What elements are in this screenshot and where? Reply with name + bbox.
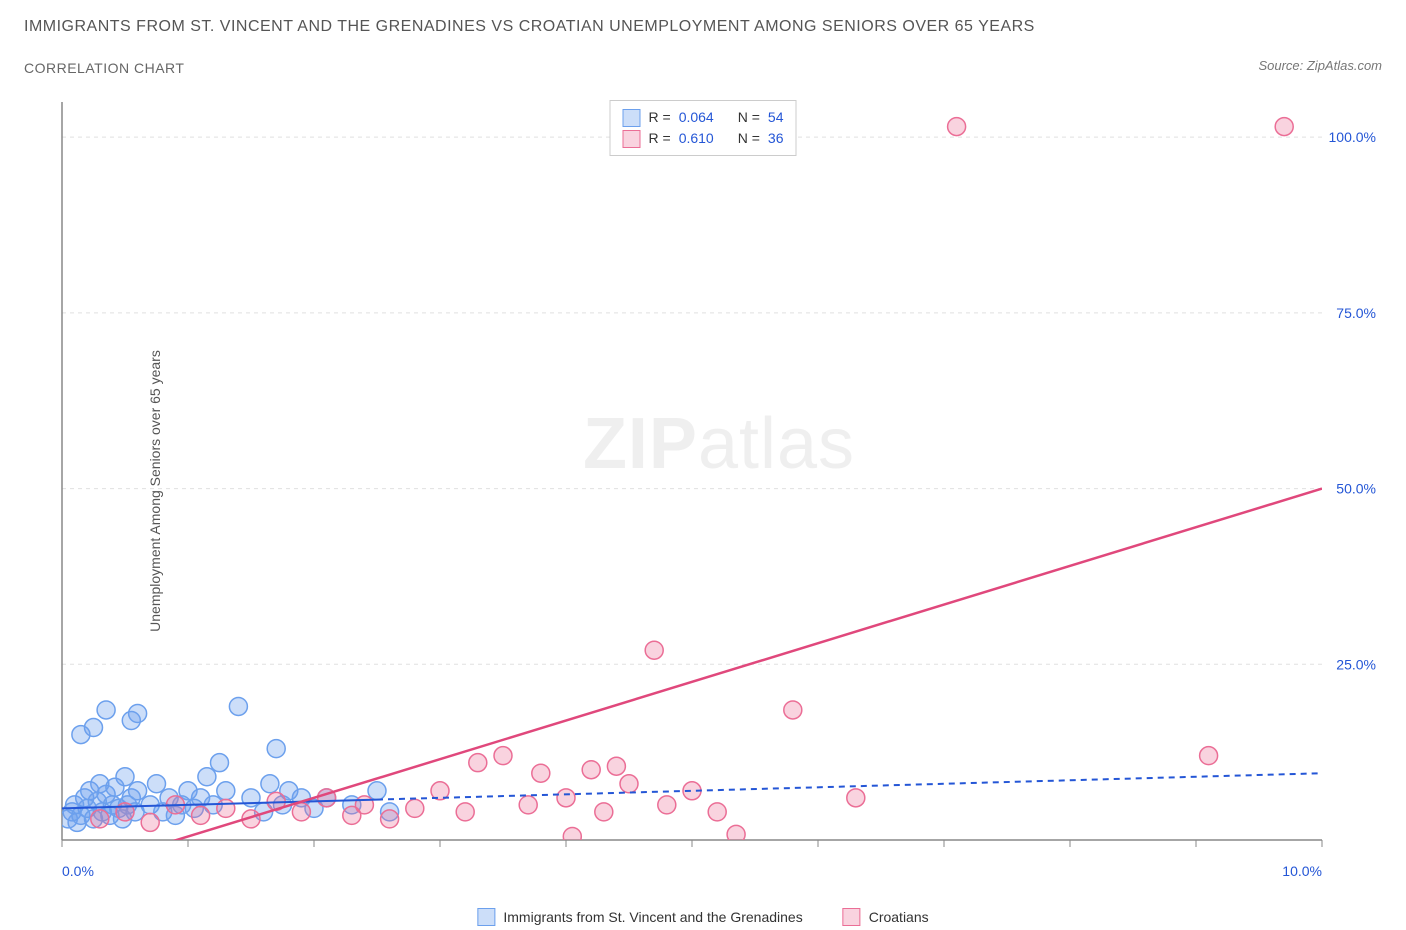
x-tick-label: 10.0% [1282, 863, 1322, 879]
n-value: 36 [768, 128, 784, 149]
r-label: R = [649, 107, 671, 128]
legend-item: Immigrants from St. Vincent and the Gren… [477, 908, 802, 926]
n-label: N = [738, 107, 760, 128]
data-point [582, 761, 600, 779]
data-point [1200, 747, 1218, 765]
data-point [381, 810, 399, 828]
n-value: 54 [768, 107, 784, 128]
data-point [658, 796, 676, 814]
data-point [784, 701, 802, 719]
chart-title: IMMIGRANTS FROM ST. VINCENT AND THE GREN… [24, 18, 1035, 36]
data-point [292, 803, 310, 821]
data-point [141, 813, 159, 831]
data-point [406, 799, 424, 817]
stats-legend-row: R = 0.064 N = 54 [623, 107, 784, 128]
data-point [217, 782, 235, 800]
scatter-chart: 25.0% 50.0% 75.0% 100.0% 0.0% 10.0% [56, 96, 1382, 886]
legend-swatch [477, 908, 495, 926]
data-point [211, 754, 229, 772]
x-tick-label: 0.0% [62, 863, 94, 879]
data-point [217, 799, 235, 817]
y-axis-label: Unemployment Among Seniors over 65 years [147, 350, 163, 632]
source-attribution: Source: ZipAtlas.com [1258, 58, 1382, 73]
bottom-legend: Immigrants from St. Vincent and the Gren… [477, 908, 928, 926]
data-point [91, 810, 109, 828]
data-point [494, 747, 512, 765]
chart-subtitle: CORRELATION CHART [24, 60, 184, 76]
legend-label: Croatians [869, 909, 929, 925]
legend-item: Croatians [843, 908, 929, 926]
data-point [1275, 118, 1293, 136]
stats-legend: R = 0.064 N = 54 R = 0.610 N = 36 [610, 100, 797, 156]
data-point [595, 803, 613, 821]
y-tick-label: 100.0% [1329, 129, 1376, 145]
data-point [229, 697, 247, 715]
data-point [847, 789, 865, 807]
data-point [267, 740, 285, 758]
legend-swatch [843, 908, 861, 926]
r-value: 0.610 [679, 128, 714, 149]
data-point [645, 641, 663, 659]
data-point [129, 704, 147, 722]
data-point [708, 803, 726, 821]
y-tick-label: 25.0% [1336, 656, 1376, 672]
data-point [532, 764, 550, 782]
data-point [469, 754, 487, 772]
data-point [456, 803, 474, 821]
data-point [948, 118, 966, 136]
data-point [192, 806, 210, 824]
legend-swatch [623, 109, 641, 127]
n-label: N = [738, 128, 760, 149]
r-value: 0.064 [679, 107, 714, 128]
data-point [148, 775, 166, 793]
data-point [620, 775, 638, 793]
data-point [355, 796, 373, 814]
legend-label: Immigrants from St. Vincent and the Gren… [503, 909, 802, 925]
y-tick-label: 50.0% [1336, 481, 1376, 497]
data-point [368, 782, 386, 800]
data-point [116, 768, 134, 786]
chart-container: Unemployment Among Seniors over 65 years… [56, 96, 1382, 886]
data-point [97, 701, 115, 719]
data-point [85, 719, 103, 737]
data-point [198, 768, 216, 786]
trend-line [62, 489, 1322, 876]
data-point [557, 789, 575, 807]
r-label: R = [649, 128, 671, 149]
data-point [129, 782, 147, 800]
data-point [607, 757, 625, 775]
data-point [261, 775, 279, 793]
y-tick-label: 75.0% [1336, 305, 1376, 321]
data-point [519, 796, 537, 814]
legend-swatch [623, 130, 641, 148]
stats-legend-row: R = 0.610 N = 36 [623, 128, 784, 149]
